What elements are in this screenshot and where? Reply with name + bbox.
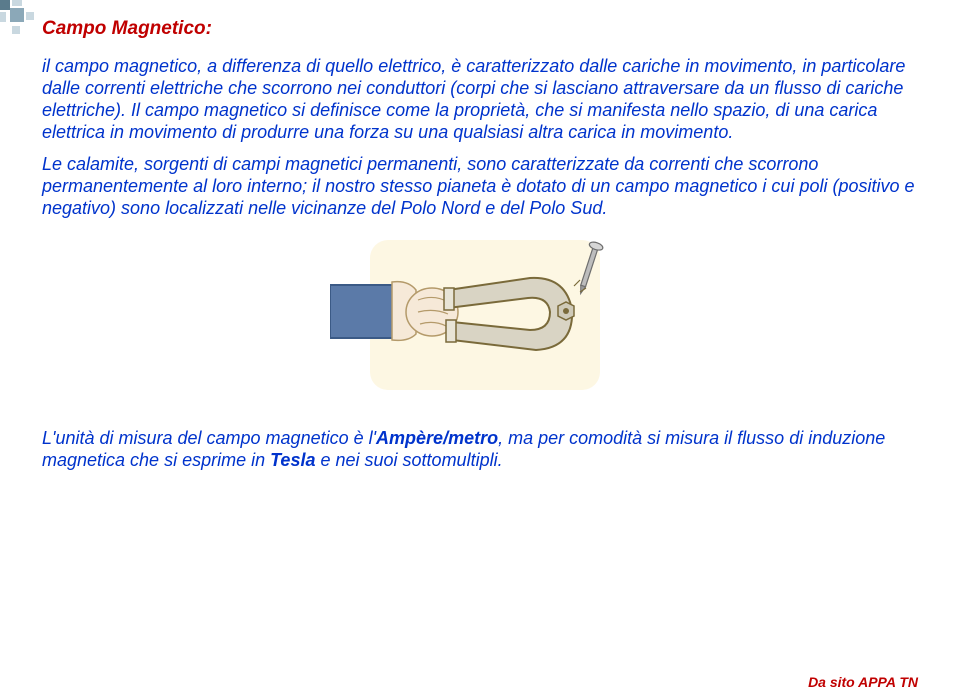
page-content: Campo Magnetico: il campo magnetico, a d… — [0, 0, 960, 484]
footer-hl-tesla: Tesla — [270, 450, 315, 470]
source-credit: Da sito APPA TN — [808, 674, 918, 690]
footer-post: e nei suoi sottomultipli. — [315, 450, 502, 470]
corner-decoration — [0, 0, 48, 48]
paragraph-1: il campo magnetico, a differenza di quel… — [42, 56, 918, 144]
corner-squares-icon — [0, 0, 48, 48]
magnet-illustration — [42, 230, 918, 400]
footer-hl-ampere: Ampère/metro — [376, 428, 498, 448]
page-title: Campo Magnetico: — [42, 18, 918, 40]
footer-paragraph: L'unità di misura del campo magnetico è … — [42, 428, 918, 472]
footer-pre: L'unità di misura del campo magnetico è … — [42, 428, 376, 448]
paragraph-2: Le calamite, sorgenti di campi magnetici… — [42, 154, 918, 220]
horseshoe-magnet-icon — [330, 230, 630, 400]
